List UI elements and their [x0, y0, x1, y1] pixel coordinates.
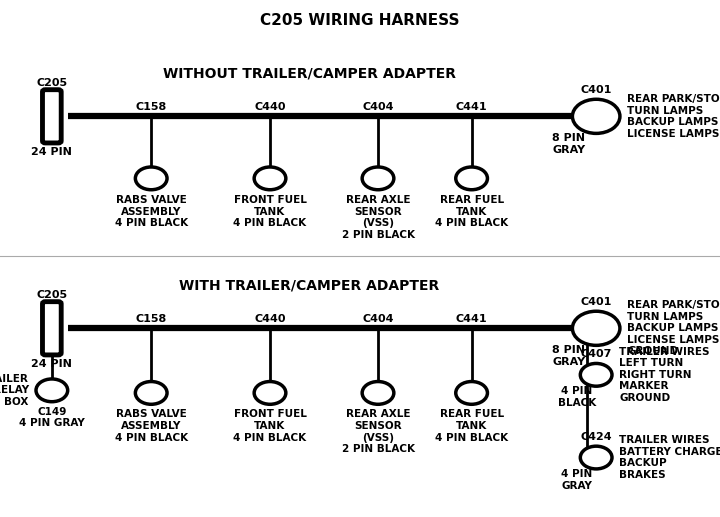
Circle shape	[580, 363, 612, 386]
Text: TRAILER
RELAY
BOX: TRAILER RELAY BOX	[0, 374, 29, 407]
Circle shape	[572, 99, 620, 133]
Text: WITH TRAILER/CAMPER ADAPTER: WITH TRAILER/CAMPER ADAPTER	[179, 278, 440, 292]
Text: REAR AXLE
SENSOR
(VSS)
2 PIN BLACK: REAR AXLE SENSOR (VSS) 2 PIN BLACK	[341, 409, 415, 454]
Text: FRONT FUEL
TANK
4 PIN BLACK: FRONT FUEL TANK 4 PIN BLACK	[233, 195, 307, 228]
Text: C401: C401	[580, 297, 612, 307]
Circle shape	[572, 311, 620, 345]
Text: REAR AXLE
SENSOR
(VSS)
2 PIN BLACK: REAR AXLE SENSOR (VSS) 2 PIN BLACK	[341, 195, 415, 240]
Circle shape	[580, 446, 612, 469]
Text: REAR FUEL
TANK
4 PIN BLACK: REAR FUEL TANK 4 PIN BLACK	[435, 195, 508, 228]
Circle shape	[36, 379, 68, 402]
Text: 4 PIN
GRAY: 4 PIN GRAY	[561, 469, 593, 491]
Text: C404: C404	[362, 314, 394, 324]
FancyBboxPatch shape	[42, 90, 61, 143]
Text: C440: C440	[254, 314, 286, 324]
Text: C401: C401	[580, 85, 612, 95]
Text: C205: C205	[36, 78, 68, 87]
Text: 24 PIN: 24 PIN	[32, 359, 72, 369]
Text: C205: C205	[36, 290, 68, 300]
Text: TRAILER WIRES
LEFT TURN
RIGHT TURN
MARKER
GROUND: TRAILER WIRES LEFT TURN RIGHT TURN MARKE…	[619, 346, 710, 403]
Text: C424: C424	[580, 432, 612, 442]
Text: C149
4 PIN GRAY: C149 4 PIN GRAY	[19, 407, 85, 429]
Circle shape	[456, 382, 487, 404]
Text: FRONT FUEL
TANK
4 PIN BLACK: FRONT FUEL TANK 4 PIN BLACK	[233, 409, 307, 443]
Text: RABS VALVE
ASSEMBLY
4 PIN BLACK: RABS VALVE ASSEMBLY 4 PIN BLACK	[114, 409, 188, 443]
Circle shape	[362, 167, 394, 190]
Text: REAR PARK/STOP
TURN LAMPS
BACKUP LAMPS
LICENSE LAMPS
GROUND: REAR PARK/STOP TURN LAMPS BACKUP LAMPS L…	[627, 300, 720, 357]
Text: C440: C440	[254, 102, 286, 112]
FancyBboxPatch shape	[42, 302, 61, 355]
Text: C407: C407	[580, 349, 612, 359]
Text: REAR FUEL
TANK
4 PIN BLACK: REAR FUEL TANK 4 PIN BLACK	[435, 409, 508, 443]
Circle shape	[254, 167, 286, 190]
Text: C205 WIRING HARNESS: C205 WIRING HARNESS	[260, 13, 460, 28]
Text: WITHOUT TRAILER/CAMPER ADAPTER: WITHOUT TRAILER/CAMPER ADAPTER	[163, 66, 456, 80]
Circle shape	[135, 167, 167, 190]
Text: C441: C441	[456, 314, 487, 324]
Text: C404: C404	[362, 102, 394, 112]
Circle shape	[362, 382, 394, 404]
Text: RABS VALVE
ASSEMBLY
4 PIN BLACK: RABS VALVE ASSEMBLY 4 PIN BLACK	[114, 195, 188, 228]
Text: 8 PIN
GRAY: 8 PIN GRAY	[552, 133, 585, 155]
Text: TRAILER WIRES
BATTERY CHARGE
BACKUP
BRAKES: TRAILER WIRES BATTERY CHARGE BACKUP BRAK…	[619, 435, 720, 480]
Text: 8 PIN
GRAY: 8 PIN GRAY	[552, 345, 585, 367]
Text: C441: C441	[456, 102, 487, 112]
Text: 4 PIN
BLACK: 4 PIN BLACK	[557, 386, 596, 408]
Text: REAR PARK/STOP
TURN LAMPS
BACKUP LAMPS
LICENSE LAMPS: REAR PARK/STOP TURN LAMPS BACKUP LAMPS L…	[627, 94, 720, 139]
Text: 24 PIN: 24 PIN	[32, 147, 72, 157]
Text: C158: C158	[135, 102, 167, 112]
Circle shape	[135, 382, 167, 404]
Circle shape	[456, 167, 487, 190]
Text: C158: C158	[135, 314, 167, 324]
Circle shape	[254, 382, 286, 404]
